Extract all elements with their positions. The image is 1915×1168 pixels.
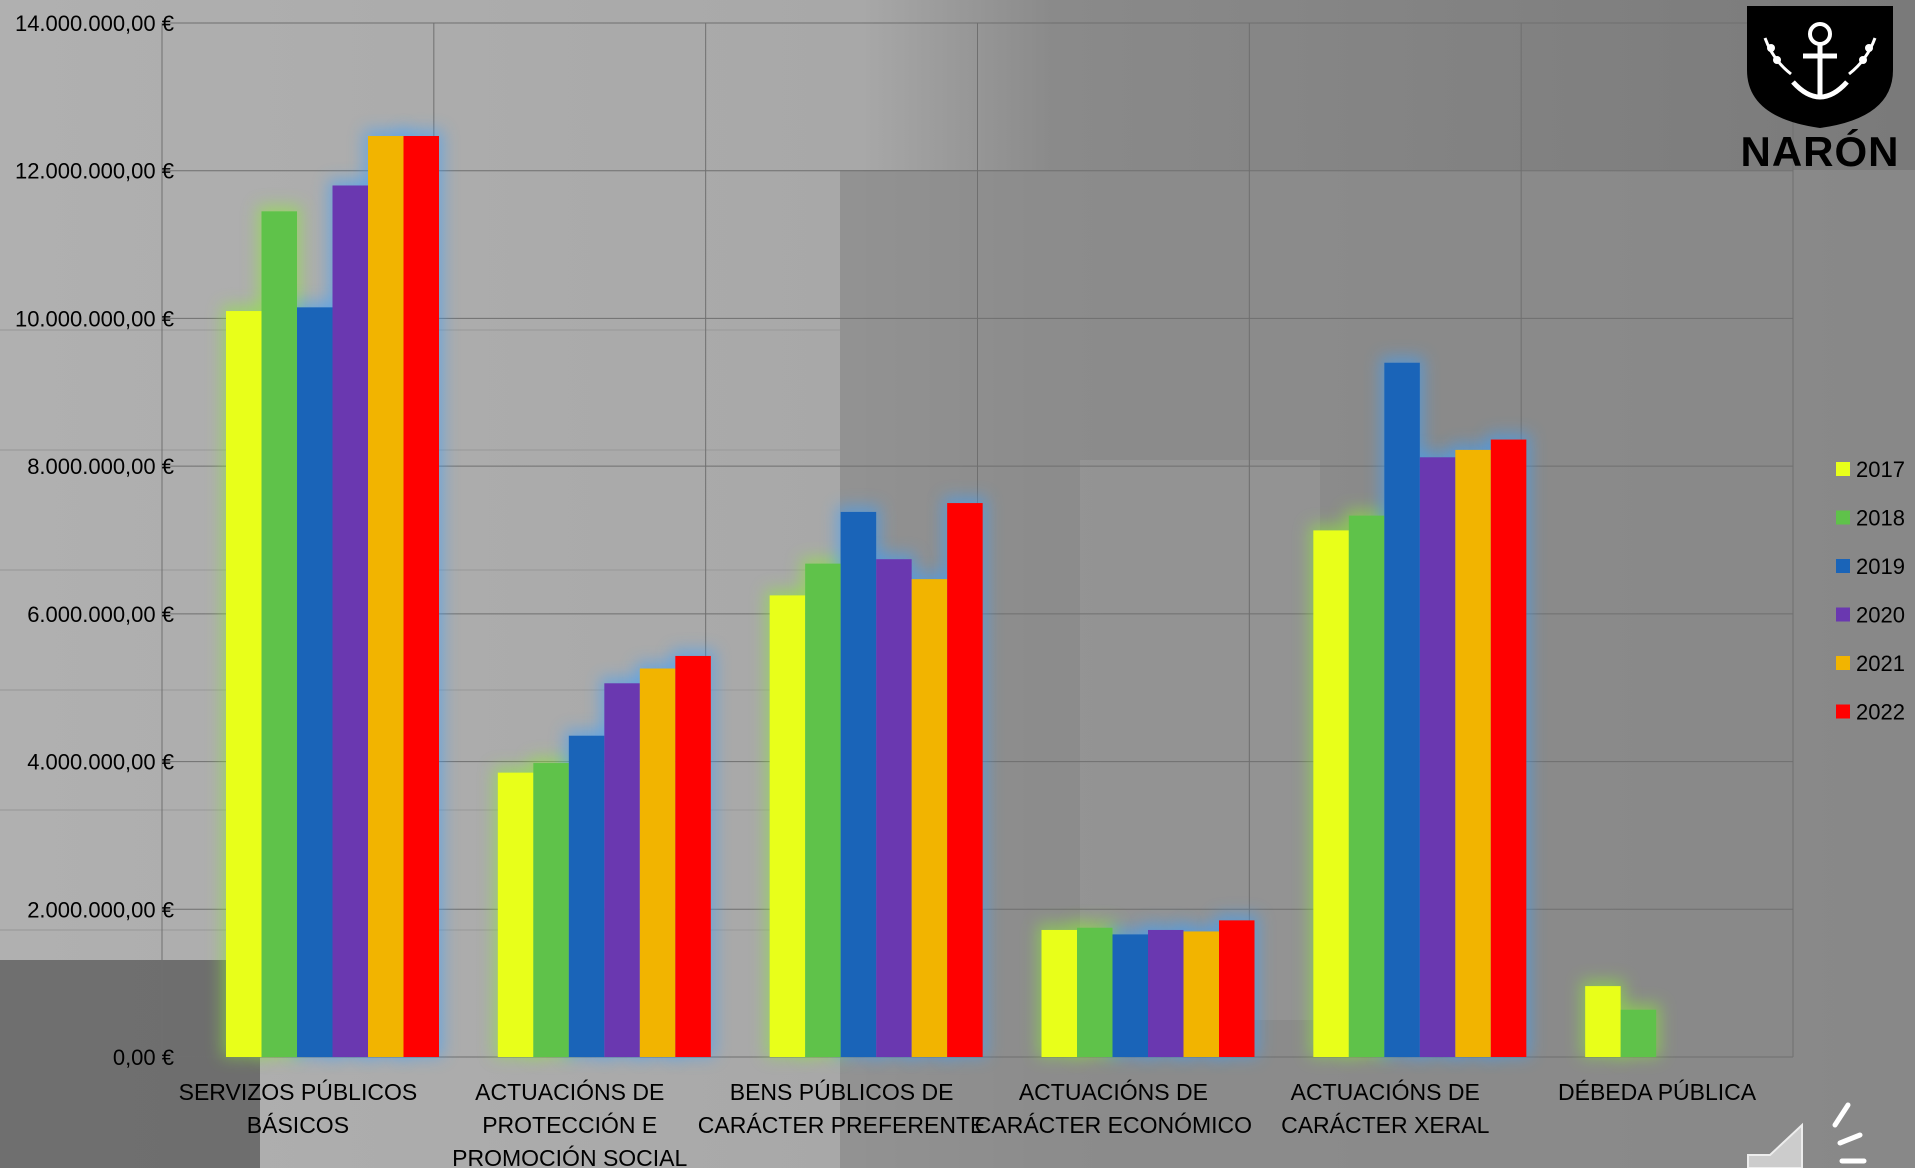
bar-2019-cat-2 [840,511,877,1057]
x-tick-label: ACTUACIÓNS DE [1291,1079,1480,1105]
legend-label-2018: 2018 [1856,506,1905,531]
bar-2018-cat-5 [1620,1009,1657,1057]
x-tick-label: BÁSICOS [247,1112,349,1138]
legend-label-2019: 2019 [1856,554,1905,579]
bar-2019-cat-3 [1112,934,1148,1057]
x-tick-label: ACTUACIÓNS DE [1019,1079,1208,1105]
x-tick-label: CARÁCTER ECONÓMICO [975,1112,1252,1138]
bar-2022-cat-3 [1219,920,1255,1057]
bar-2021-cat-1 [639,668,676,1057]
bar-2018-cat-1 [533,763,569,1057]
bar-2018-cat-3 [1077,927,1113,1057]
x-tick-label: PROMOCIÓN SOCIAL [452,1145,687,1168]
x-tick-label: SERVIZOS PÚBLICOS [179,1079,418,1105]
naron-logo: NARÓN [1735,0,1905,175]
bar-2017-cat-4 [1313,530,1349,1057]
bar-2017-cat-0 [226,311,262,1057]
legend-swatch-2017 [1836,462,1850,476]
x-tick-label: CARÁCTER PREFERENTE [698,1112,986,1138]
x-tick-label: DÉBEDA PÚBLICA [1558,1079,1757,1105]
y-axis-ticks: 0,00 € 2.000.000,00 € 4.000.000,00 € 6.000.… [15,11,174,1070]
bar-2019-cat-1 [568,735,605,1057]
y-tick-label: 10.000.000,00 € [15,306,174,331]
legend-label-2021: 2021 [1856,651,1905,676]
bar-2022-cat-4 [1490,439,1527,1057]
legend-label-2020: 2020 [1856,603,1905,628]
y-tick-label: 2.000.000,00 € [27,897,174,922]
bar-2018-cat-0 [261,211,297,1058]
bar-2022-cat-2 [947,503,983,1058]
legend-swatch-2020 [1836,607,1850,622]
legend-swatch-2022 [1836,704,1850,719]
bar-2020-cat-1 [604,683,640,1057]
legend: 2017 2018 2019 2020 2021 2022 [1836,457,1905,725]
bar-2021-cat-2 [911,579,948,1057]
bar-2020-cat-2 [876,559,912,1057]
bar-2020-cat-0 [332,185,368,1057]
bar-2021-cat-4 [1455,449,1491,1057]
legend-swatch-2018 [1836,510,1850,525]
y-tick-label: 8.000.000,00 € [27,454,174,479]
bar-2021-cat-0 [368,136,404,1057]
legend-label-2017: 2017 [1856,457,1905,482]
x-tick-label: BENS PÚBLICOS DE [730,1079,954,1105]
speaker-icon[interactable] [1740,1095,1890,1168]
bar-2019-cat-0 [297,307,333,1058]
bar-2019-cat-4 [1384,362,1420,1057]
bar-2020-cat-4 [1419,457,1456,1057]
bar-2017-cat-2 [769,595,806,1057]
bar-2017-cat-3 [1041,929,1077,1057]
bar-2021-cat-3 [1183,931,1219,1057]
x-tick-label: CARÁCTER XERAL [1281,1112,1490,1138]
anchor-shield-icon [1747,6,1893,128]
legend-swatch-2021 [1836,656,1850,670]
y-tick-label: 6.000.000,00 € [27,602,174,627]
legend-label-2022: 2022 [1856,700,1905,725]
x-tick-label: PROTECCIÓN E [482,1112,657,1138]
x-axis-ticks: SERVIZOS PÚBLICOS BÁSICOS ACTUACIÓNS DE PRO… [179,1079,1757,1168]
y-tick-label: 12.000.000,00 € [15,159,174,184]
legend-swatch-2019 [1836,559,1850,573]
bar-2020-cat-3 [1148,929,1184,1057]
bars [226,136,1657,1058]
bar-2018-cat-4 [1348,515,1385,1057]
bar-2017-cat-1 [497,772,534,1057]
bar-2022-cat-0 [403,136,439,1057]
y-tick-label: 14.000.000,00 € [15,11,174,36]
y-tick-label: 0,00 € [113,1045,174,1070]
logo-text: NARÓN [1740,128,1900,175]
y-tick-label: 4.000.000,00 € [27,750,174,775]
x-tick-label: ACTUACIÓNS DE [475,1079,664,1105]
bar-2017-cat-5 [1585,986,1621,1057]
bar-2022-cat-1 [675,655,711,1057]
bar-2018-cat-2 [805,563,841,1057]
